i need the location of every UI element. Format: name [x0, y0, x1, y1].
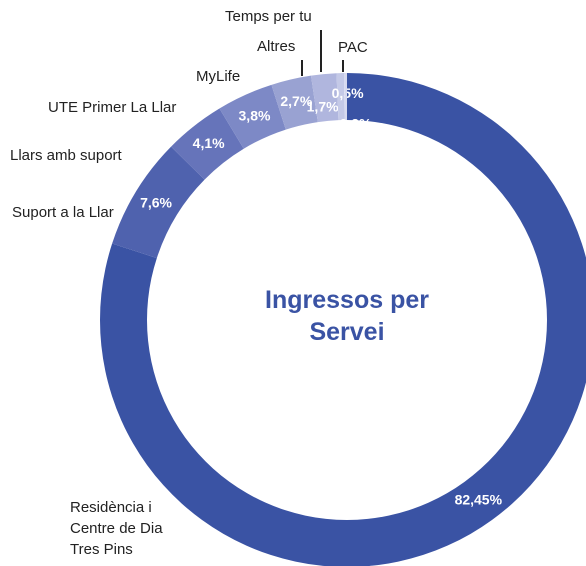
value-label: 1,7% [307, 99, 339, 115]
chart-title: Ingressos per Servei [265, 286, 429, 346]
category-label: Temps per tu [225, 8, 312, 25]
donut-segment [343, 73, 347, 121]
category-label: MyLife [196, 68, 241, 85]
donut-segment [310, 73, 339, 123]
category-label: Suport a la Llar [12, 204, 114, 221]
value-label: 3,8% [239, 107, 271, 123]
value-label: 2,7% [280, 93, 312, 109]
category-label: PAC [338, 39, 368, 56]
donut-segment [112, 146, 205, 259]
donut-segment [336, 73, 345, 121]
value-label: 4,1% [193, 135, 225, 151]
value-label: 82,45% [455, 492, 503, 508]
category-label: UTE Primer La Llar [48, 99, 177, 116]
category-label: Residència i Centre de Dia Tres Pins [70, 499, 163, 558]
donut-segment [271, 75, 318, 130]
value-label: 0,2% [340, 115, 372, 131]
donut-segment [219, 84, 286, 149]
category-label: Altres [257, 38, 296, 55]
category-label: Llars amb suport [10, 147, 122, 164]
value-label: 7,6% [140, 195, 172, 211]
value-label: 0,5% [332, 85, 364, 101]
donut-segment [171, 108, 244, 180]
